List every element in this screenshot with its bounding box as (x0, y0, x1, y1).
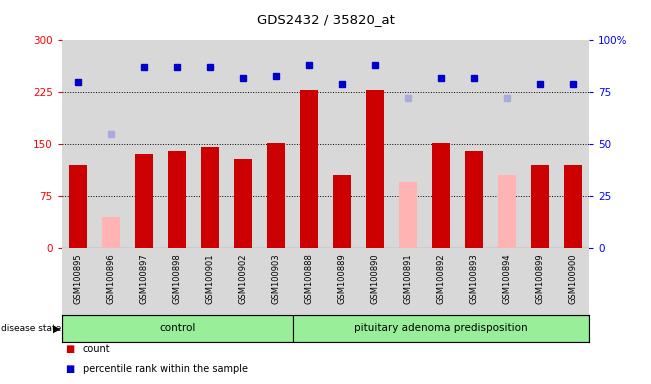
Bar (432, 142, 450, 248)
Text: ▶: ▶ (53, 323, 61, 333)
Bar (234, 159, 252, 248)
Bar (69, 165, 87, 248)
Bar (292, 315, 589, 342)
Text: disease state: disease state (1, 324, 61, 333)
Text: GSM100898: GSM100898 (173, 253, 182, 304)
Text: GSM100899: GSM100899 (535, 253, 544, 304)
Text: GSM100903: GSM100903 (271, 253, 281, 304)
Text: GSM100892: GSM100892 (436, 253, 445, 304)
Text: GSM100893: GSM100893 (469, 253, 478, 304)
Text: GSM100894: GSM100894 (503, 253, 511, 304)
Bar (102, 217, 120, 248)
Text: GSM100889: GSM100889 (337, 253, 346, 304)
Text: control: control (159, 323, 195, 333)
Text: GSM100888: GSM100888 (305, 253, 314, 304)
Text: GSM100901: GSM100901 (206, 253, 215, 304)
Text: GSM100896: GSM100896 (107, 253, 116, 304)
Bar (366, 90, 384, 248)
Bar (333, 175, 351, 248)
Text: GSM100890: GSM100890 (370, 253, 380, 304)
Text: GSM100902: GSM100902 (239, 253, 247, 304)
Bar (201, 147, 219, 248)
Text: GSM100891: GSM100891 (404, 253, 412, 304)
Text: ■: ■ (65, 364, 74, 374)
Text: ■: ■ (65, 344, 74, 354)
Bar (62, 315, 292, 342)
Bar (168, 151, 186, 248)
Text: GDS2432 / 35820_at: GDS2432 / 35820_at (256, 13, 395, 26)
Bar (267, 142, 285, 248)
Text: count: count (83, 344, 110, 354)
Text: GSM100897: GSM100897 (140, 253, 148, 304)
Text: GSM100900: GSM100900 (568, 253, 577, 304)
Text: GSM100895: GSM100895 (74, 253, 83, 304)
Bar (531, 165, 549, 248)
Bar (498, 175, 516, 248)
Bar (465, 151, 483, 248)
Bar (564, 165, 582, 248)
Text: percentile rank within the sample: percentile rank within the sample (83, 364, 247, 374)
Bar (135, 154, 153, 248)
Bar (399, 182, 417, 248)
Bar (300, 90, 318, 248)
Text: pituitary adenoma predisposition: pituitary adenoma predisposition (354, 323, 528, 333)
